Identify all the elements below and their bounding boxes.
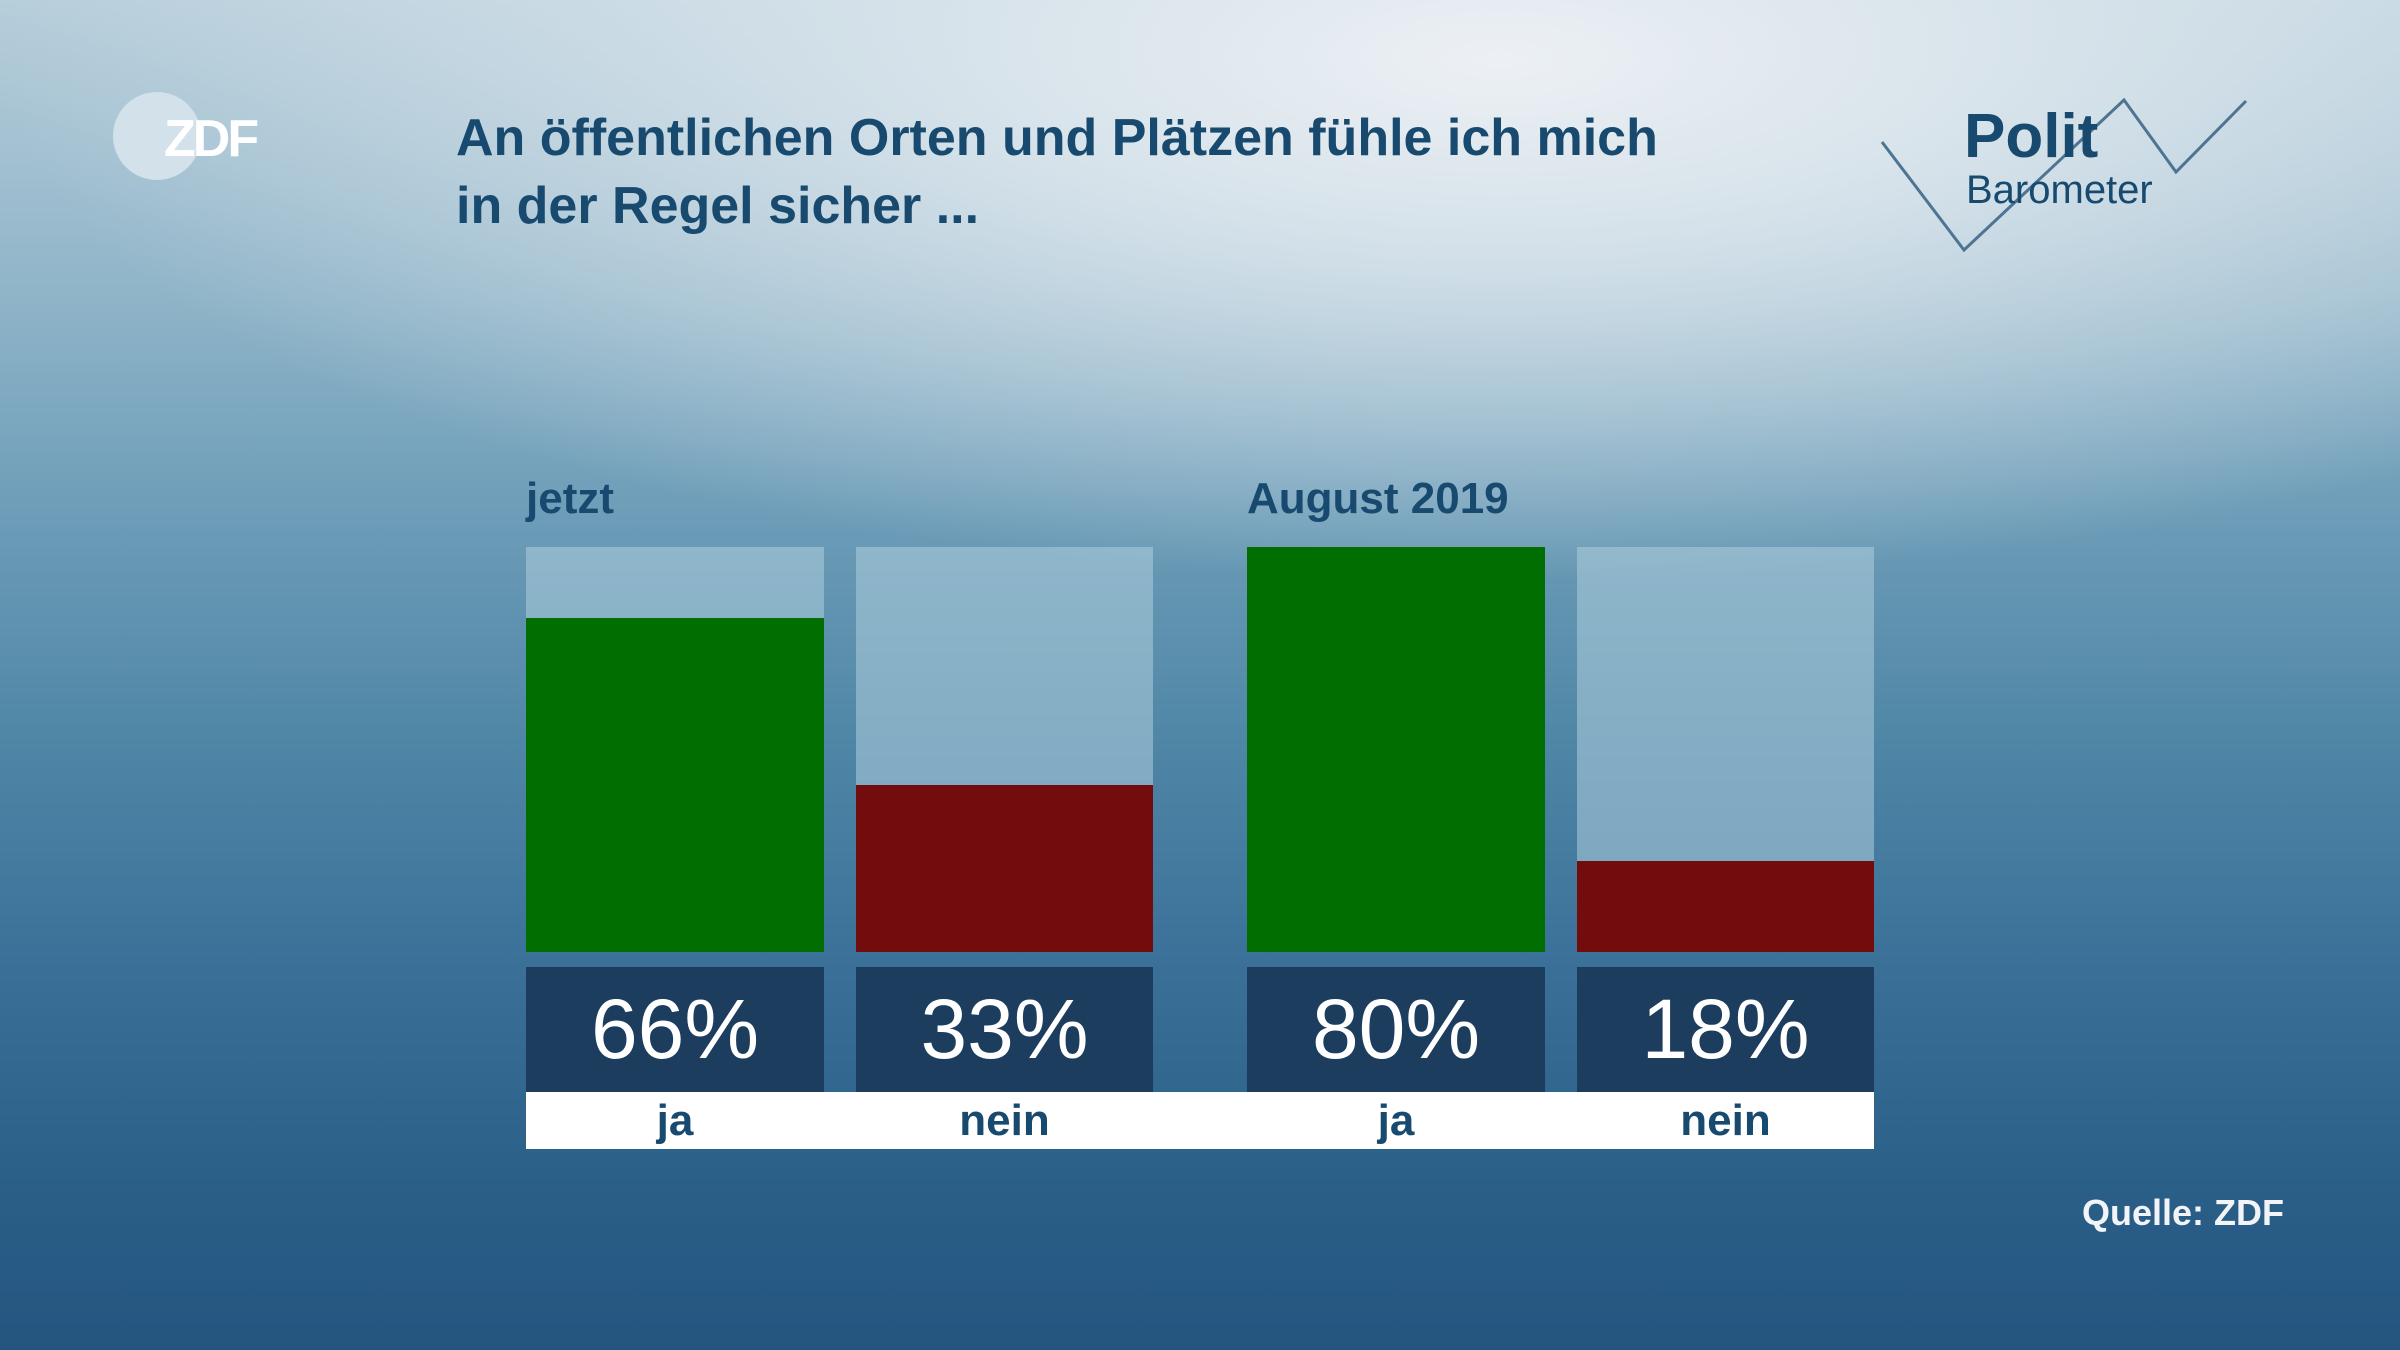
barometer-line-icon — [1880, 97, 2248, 253]
zdf-logo-text: ZDF — [164, 110, 257, 168]
chart-title: An öffentlichen Orten und Plätzen fühle … — [456, 104, 1856, 240]
category-strip — [526, 1092, 1874, 1149]
group-label-august-2019: August 2019 — [1247, 474, 1509, 523]
politbarometer-logo: Polit Barometer — [1876, 95, 2256, 255]
logo-word-polit: Polit — [1964, 102, 2098, 171]
zdf-logo: ZDF — [112, 90, 272, 182]
bar-track-august-nein — [1577, 547, 1874, 952]
value-label-august-ja: 80% — [1247, 967, 1545, 1092]
group-label-jetzt: jetzt — [526, 474, 614, 523]
bar-jetzt-ja — [526, 617, 824, 952]
title-line-1: An öffentlichen Orten und Plätzen fühle … — [456, 109, 1658, 167]
category-label-august-ja: ja — [1377, 1096, 1415, 1145]
bar-track-jetzt-nein — [856, 547, 1153, 952]
bar-track-august-ja — [1247, 547, 1545, 952]
category-label-jetzt-ja: ja — [656, 1096, 694, 1145]
category-label-jetzt-nein: nein — [959, 1096, 1050, 1145]
source-note: Quelle: ZDF — [2082, 1192, 2285, 1233]
value-label-jetzt-ja: 66% — [526, 967, 824, 1092]
bar-august-nein — [1577, 860, 1874, 952]
title-line-2: in der Regel sicher ... — [456, 177, 980, 235]
category-label-august-nein: nein — [1680, 1096, 1771, 1145]
logo-word-barometer: Barometer — [1966, 168, 2153, 212]
value-label-august-nein: 18% — [1577, 967, 1874, 1092]
bar-jetzt-nein — [856, 784, 1153, 952]
bar-track-jetzt-ja — [526, 547, 824, 952]
value-label-jetzt-nein: 33% — [856, 967, 1153, 1092]
bar-august-ja — [1247, 547, 1545, 952]
zdf-logo-circle — [113, 92, 201, 180]
